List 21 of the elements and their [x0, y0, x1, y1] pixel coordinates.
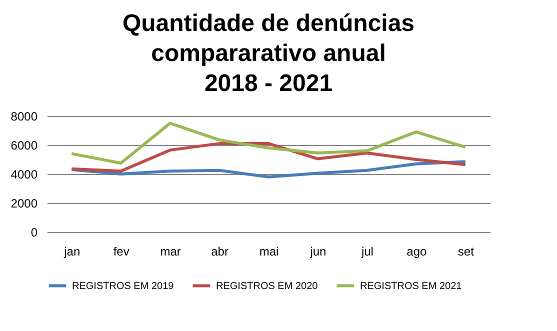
x-tick-label: ago: [406, 244, 427, 258]
x-tick-label: mai: [259, 244, 279, 258]
legend-label: REGISTROS EM 2020: [216, 280, 318, 292]
y-tick-label: 6000: [10, 138, 38, 152]
legend-label: REGISTROS EM 2021: [360, 280, 462, 292]
x-tick-label: jan: [63, 244, 80, 258]
chart-title: Quantidade de denúncias compararativo anual 2018 - 2021: [122, 10, 415, 97]
line-series: [70, 142, 467, 173]
x-tick-label: jun: [309, 244, 326, 258]
x-tick-label: jul: [360, 244, 374, 258]
legend-label: REGISTROS EM 2019: [72, 280, 174, 292]
y-tick-label: 2000: [10, 196, 38, 210]
y-tick-label: 4000: [10, 168, 38, 182]
x-tick-label: abr: [211, 244, 228, 258]
line-series: [70, 160, 467, 178]
y-tick-label: 0: [30, 226, 38, 240]
x-tick-label: fev: [113, 244, 130, 258]
line-series: [70, 122, 467, 165]
y-tick-label: 8000: [10, 110, 38, 124]
x-tick-label: mar: [160, 244, 181, 258]
x-tick-label: set: [458, 244, 475, 258]
